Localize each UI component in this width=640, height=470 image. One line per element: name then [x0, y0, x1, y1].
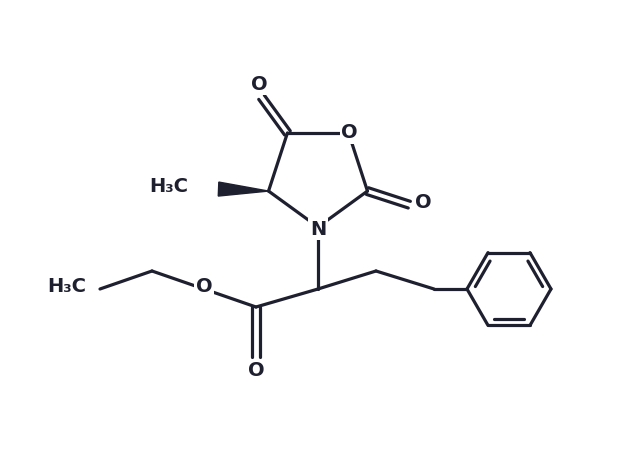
Text: O: O	[248, 361, 264, 381]
Text: H₃C: H₃C	[47, 276, 86, 296]
Polygon shape	[218, 182, 269, 196]
Text: O: O	[415, 193, 431, 212]
Text: O: O	[196, 276, 212, 296]
Text: O: O	[252, 75, 268, 94]
Text: H₃C: H₃C	[150, 177, 189, 196]
Text: N: N	[310, 219, 326, 238]
Text: O: O	[341, 124, 358, 142]
